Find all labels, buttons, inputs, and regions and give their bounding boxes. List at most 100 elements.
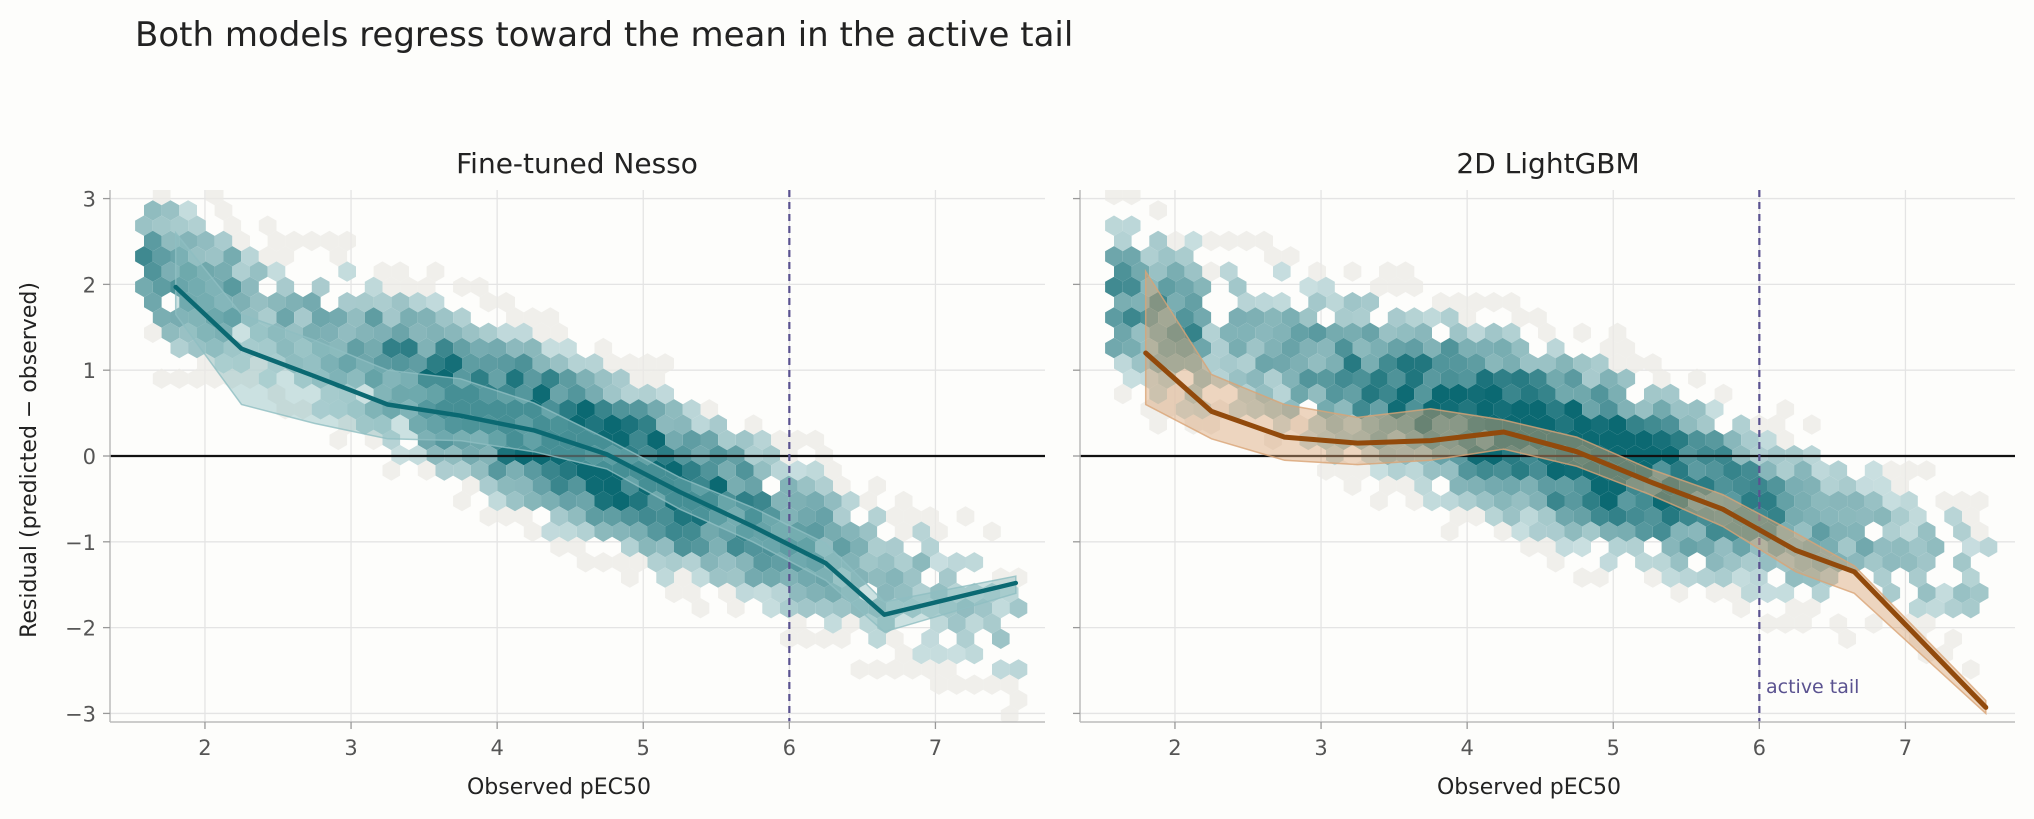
hexbin-cell [144,292,162,313]
hexbin-cell [1644,414,1662,435]
hexbin-cell [373,261,392,282]
hexbin-cell [1467,383,1485,405]
hexbin-cell [1732,598,1750,619]
hexbin-cell [426,383,445,405]
hexbin-cell [939,598,957,619]
hexbin-cell [1970,521,1989,542]
hexbin-cell [409,383,427,405]
hexbin-cell [1299,307,1318,328]
hexbin-cell [682,460,701,481]
hexbin-cell [541,307,560,328]
hexbin-cell [1370,368,1388,389]
hexbin-cell [1405,490,1424,512]
hexbin-cell [214,261,233,282]
hexbin-cell [886,506,904,527]
hexbin-cell [1723,460,1742,481]
hexbin-cell [1334,460,1353,481]
hexbin-cell [1237,292,1256,313]
hexbin-cell [1396,322,1415,343]
hexbin-cell [930,613,948,634]
hexbin-cell [1714,475,1733,496]
hexbin-cell [470,460,489,481]
hexbin-cell [1679,506,1697,527]
hexbin-cell [1661,567,1680,588]
hexbin-cell [629,521,648,542]
hexbin-cell [1361,353,1379,374]
hexbin-cell [1979,536,1998,558]
hexbin-cell [1723,552,1742,573]
hexbin-cell [1891,506,1909,527]
hexbin-cell [903,567,922,588]
hexbin-cell [523,460,542,481]
hexbin-cell [638,414,657,435]
hexbin-cell [727,475,745,496]
hexbin-cell [744,414,763,435]
hexbin-cell [735,460,754,481]
hexbin-cell [488,460,507,481]
hexbin-cell [647,521,666,542]
x-tick-label: 3 [1314,736,1327,760]
hexbin-cell [1414,475,1432,496]
hexbin-cell [506,460,524,481]
hexbin-cell [373,353,392,374]
hexbin-cell [197,230,215,252]
hexbin-cell [1847,490,1865,512]
hexbin-cell [894,582,913,604]
hexbin-cell [1608,536,1627,558]
hexbin-cell [1502,506,1521,527]
hexbin-cell [1440,337,1459,359]
hexbin-cell [541,521,560,542]
hexbin-cell [170,246,189,267]
hexbin-cell [426,292,445,313]
hexbin-cell [1167,292,1185,313]
hexbin-cell [1829,613,1848,634]
hexbin-cell [1617,490,1636,512]
hexbin-cell [983,613,1001,634]
hexbin-cell [833,628,851,649]
hexbin-cell [1909,567,1927,588]
hexbin-cell [974,598,992,619]
hexbin-cell [1317,276,1335,298]
hexbin-cell [329,429,348,451]
hexbin-cell [1670,399,1689,420]
hexbin-cell [1538,536,1556,558]
hexbin-cell [1803,414,1821,435]
hexbin-cell [930,643,948,665]
hexbin-cell [1591,567,1609,588]
hexbin-cell [1767,414,1786,435]
hexbin-cell [1255,322,1273,343]
hexbin-cell [1864,460,1883,481]
hexbin-cell [1440,368,1459,389]
hexbin-cell [1361,383,1379,405]
hexbin-cell [1803,506,1821,527]
hexbin-cell [1794,521,1812,542]
hexbin-cell [930,674,948,695]
hexbin-cell [1546,490,1565,512]
hexbin-cell [320,230,339,252]
hexbin-cell [1175,337,1194,359]
hexbin-cell [753,490,772,512]
hexbin-cell [868,659,886,680]
hexbin-cell [232,261,250,282]
hexbin-cell [1591,475,1609,496]
hexbin-cell [1794,613,1812,634]
hexbin-cell [364,368,383,389]
hexbin-cell [850,536,869,558]
hexbin-cell [179,230,197,252]
hexbin-cell [682,582,701,604]
hexbin-cell [364,307,383,328]
hexbin-cell [1820,475,1839,496]
panel-title: 2D LightGBM [1456,147,1639,180]
hexbin-cell [1900,490,1918,512]
hexbin-cell [1741,460,1759,481]
hexbin-cell [1502,322,1521,343]
hexbin-cell [947,613,966,634]
x-tick-label: 5 [1607,736,1620,760]
hexbin-cell [1299,368,1318,389]
hexbin-cell [1838,536,1856,558]
hexbin-cell [1423,337,1441,359]
hexbin-cell [1900,521,1918,542]
hexbin-cell [815,536,833,558]
hexbin-cell [1723,490,1742,512]
hexbin-cell [1467,506,1485,527]
